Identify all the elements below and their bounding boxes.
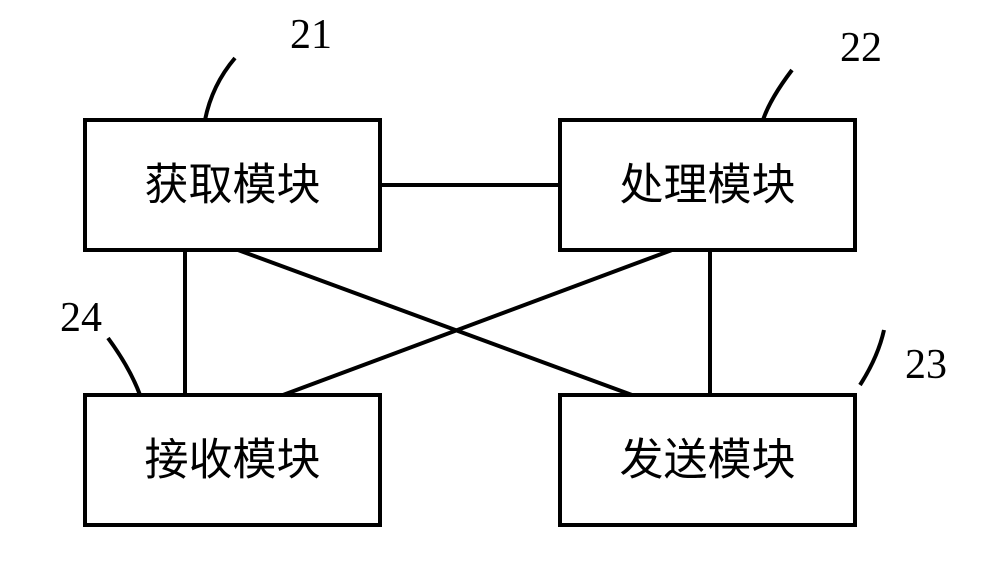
block-diagram: 获取模块 处理模块接收模块 发送模块 21 22 24 23	[0, 0, 1000, 587]
connector-acquire-send	[238, 250, 632, 395]
send-number: 23	[905, 342, 947, 388]
receive-leader	[108, 338, 140, 395]
receive-number: 24	[60, 295, 102, 341]
process-label: 处理模块	[620, 161, 796, 210]
acquire-label: 获取模块	[145, 161, 321, 210]
receive-label: 接收模块	[145, 436, 321, 485]
send-leader	[860, 330, 884, 385]
acquire-leader	[205, 58, 235, 120]
acquire-number: 21	[290, 12, 332, 58]
process-number: 22	[840, 25, 882, 71]
process-leader	[763, 70, 792, 120]
connector-process-receive	[283, 250, 672, 395]
send-label: 发送模块	[620, 436, 796, 485]
